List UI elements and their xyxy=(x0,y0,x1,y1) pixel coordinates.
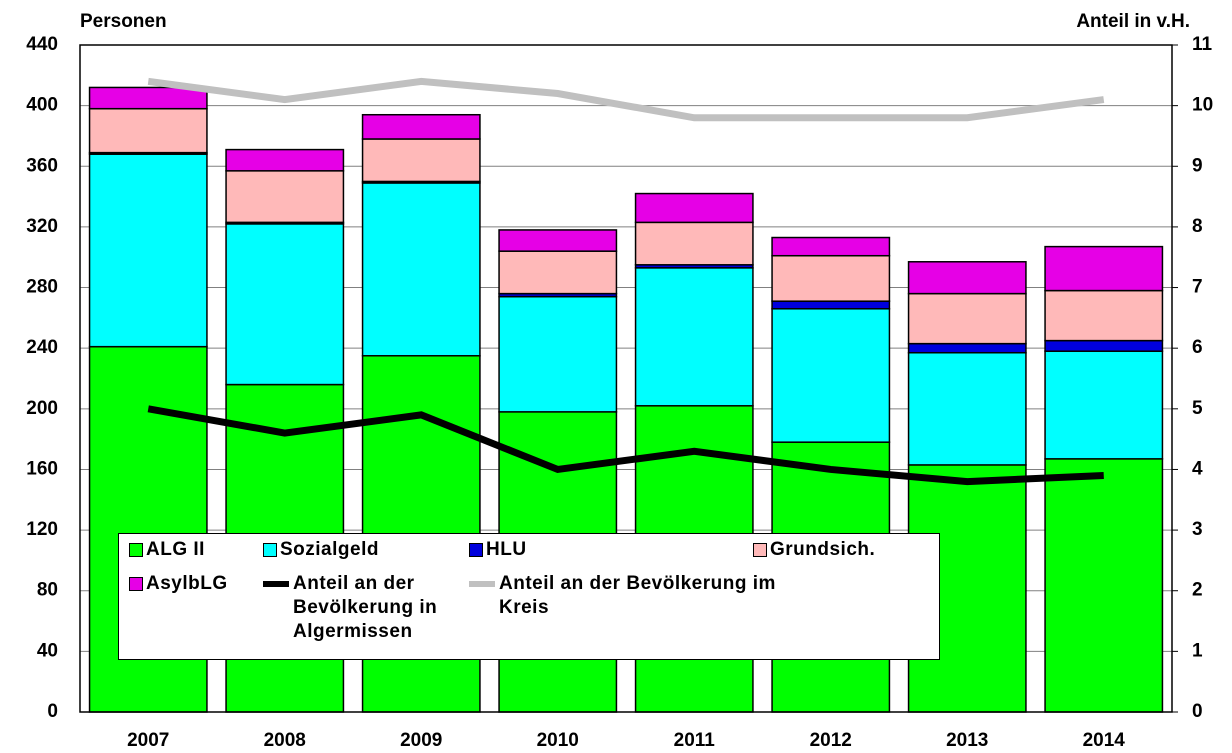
x-tick-label: 2007 xyxy=(127,730,169,751)
legend-label: HLU xyxy=(486,539,527,560)
y-tick-label: 80 xyxy=(37,580,58,601)
legend-entry: AsylbLG xyxy=(129,572,276,596)
bar-segment xyxy=(1044,458,1164,713)
bar-segment xyxy=(634,192,754,224)
y2-tick-label: 1 xyxy=(1192,640,1203,661)
bar-segment xyxy=(225,170,345,224)
legend-label: Sozialgeld xyxy=(280,539,379,560)
y-tick-label: 0 xyxy=(47,701,58,722)
y2-tick-label: 9 xyxy=(1192,155,1203,176)
legend: ALG II Sozialgeld HLU Grundsich. AsylbLG Ante… xyxy=(118,533,940,660)
line-series xyxy=(147,77,1105,122)
y-tick-label: 320 xyxy=(26,216,58,237)
x-tick-label: 2010 xyxy=(537,730,579,751)
legend-entry: Grundsich. xyxy=(753,538,950,562)
y2-tick-label: 2 xyxy=(1192,580,1203,601)
legend-label: Grundsich. xyxy=(770,539,876,560)
y-tick-label: 400 xyxy=(26,95,58,116)
bar-segment xyxy=(361,113,481,140)
legend-label: Anteil an der Bevölkerung in Algermissen xyxy=(293,573,438,642)
y2-tick-label: 5 xyxy=(1192,398,1203,419)
bar-segment xyxy=(361,138,481,183)
y2-tick-label: 3 xyxy=(1192,519,1203,540)
bar-segment xyxy=(361,182,481,357)
bar-segment xyxy=(771,300,891,310)
bar-segment xyxy=(88,86,208,110)
legend-marker xyxy=(469,581,495,587)
y2-tick-label: 8 xyxy=(1192,216,1203,237)
bar-segment xyxy=(498,229,618,252)
x-tick-label: 2008 xyxy=(264,730,306,751)
bar-segment xyxy=(771,308,891,443)
bar-segment xyxy=(907,261,1027,295)
legend-entry: ALG II xyxy=(129,538,276,562)
bar-segment xyxy=(907,351,1027,466)
legend-entry: Sozialgeld xyxy=(263,538,480,562)
bar-segment xyxy=(907,342,1027,354)
x-tick-label: 2014 xyxy=(1083,730,1126,751)
bar-segment xyxy=(634,221,754,266)
y2-axis-title: Anteil in v.H. xyxy=(1076,11,1190,32)
bar-segment xyxy=(225,148,345,172)
bar-segment xyxy=(771,254,891,302)
y-tick-label: 120 xyxy=(26,519,58,540)
y-tick-label: 360 xyxy=(26,155,58,176)
bar-segment xyxy=(1044,245,1164,292)
legend-marker xyxy=(263,581,289,587)
y-axis-title: Personen xyxy=(80,11,167,32)
legend-entry: HLU xyxy=(469,538,756,562)
bar-segment xyxy=(1044,289,1164,342)
legend-marker xyxy=(129,543,143,557)
y-tick-label: 160 xyxy=(26,458,58,479)
legend-marker xyxy=(263,543,277,557)
legend-label: Anteil an der Bevölkerung im Kreis xyxy=(499,573,776,618)
bar-segment xyxy=(907,292,1027,345)
bar-segment xyxy=(1044,339,1164,352)
x-tick-label: 2012 xyxy=(810,730,852,751)
legend-entry: Anteil an der Bevölkerung im Kreis xyxy=(469,572,789,620)
legend-label: AsylbLG xyxy=(146,573,228,594)
legend-label: ALG II xyxy=(146,539,205,560)
y2-tick-label: 10 xyxy=(1192,95,1213,116)
x-tick-label: 2011 xyxy=(674,730,716,751)
legend-marker xyxy=(129,577,143,591)
bar-segment xyxy=(634,267,754,407)
bar-segment xyxy=(88,107,208,154)
bar-segment xyxy=(498,250,618,295)
bar-segment xyxy=(225,223,345,386)
x-tick-label: 2009 xyxy=(400,730,442,751)
y-tick-label: 240 xyxy=(26,337,58,358)
y-tick-label: 280 xyxy=(26,277,58,298)
line-series xyxy=(147,405,1104,486)
bar-segment xyxy=(771,236,891,257)
bar-segment xyxy=(498,295,618,413)
y2-tick-label: 11 xyxy=(1192,34,1213,55)
y2-tick-label: 0 xyxy=(1192,701,1203,722)
bar-segment xyxy=(88,153,208,348)
plot-frame xyxy=(79,44,1173,713)
y2-tick-label: 7 xyxy=(1192,277,1203,298)
legend-entry: Anteil an der Bevölkerung in Algermissen xyxy=(263,572,493,644)
y-tick-label: 40 xyxy=(37,640,58,661)
y2-tick-label: 6 xyxy=(1192,337,1203,358)
y-tick-label: 440 xyxy=(26,34,58,55)
legend-marker xyxy=(469,543,483,557)
bar-segment xyxy=(1044,350,1164,460)
legend-marker xyxy=(753,543,767,557)
x-tick-label: 2013 xyxy=(946,730,988,751)
y2-tick-label: 4 xyxy=(1192,458,1203,479)
y-tick-label: 200 xyxy=(26,398,58,419)
